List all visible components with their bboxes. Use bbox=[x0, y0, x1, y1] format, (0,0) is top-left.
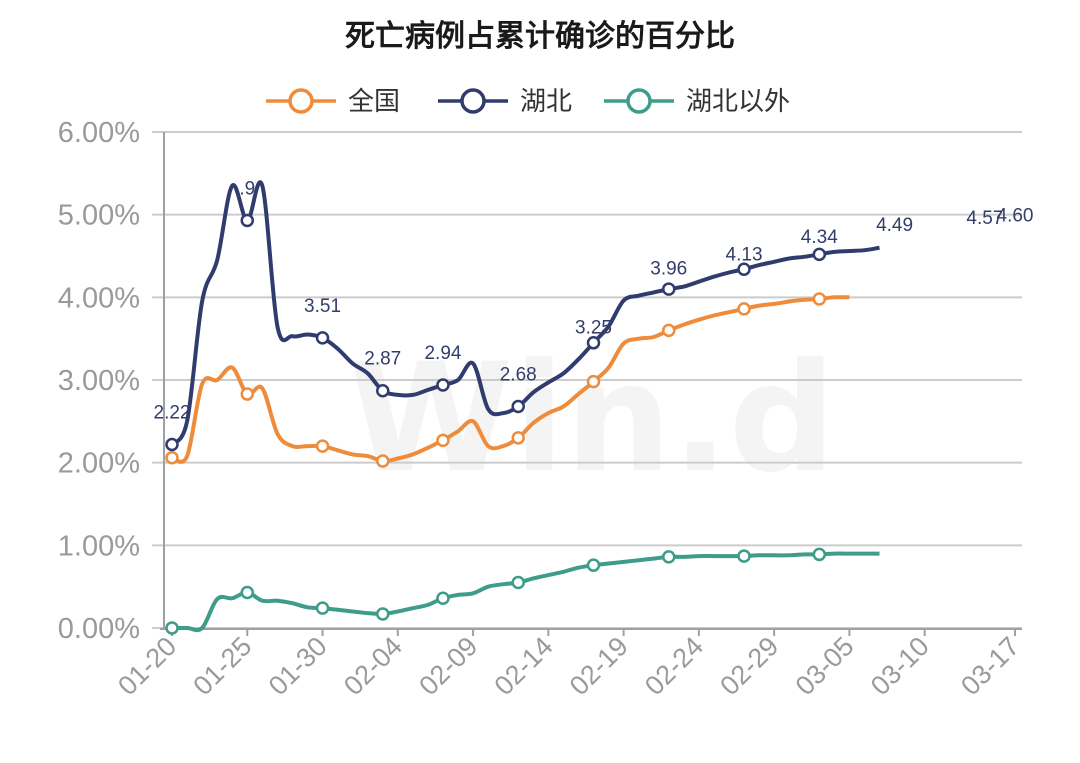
series-0-point[interactable] bbox=[436, 433, 450, 448]
series-0-point[interactable] bbox=[240, 387, 255, 401]
series-1-point[interactable] bbox=[737, 262, 751, 276]
legend-label: 湖北 bbox=[520, 87, 572, 117]
legend-swatch-marker bbox=[288, 88, 314, 114]
x-tick-label: 03-17 bbox=[955, 631, 1025, 701]
data-label: 2.94 bbox=[424, 343, 461, 364]
legend-item-0[interactable]: 全国 bbox=[266, 87, 400, 117]
series-1-point[interactable] bbox=[315, 331, 330, 345]
series-0-point[interactable] bbox=[812, 292, 827, 306]
series-2-point[interactable] bbox=[436, 591, 450, 605]
series-1-point[interactable] bbox=[165, 437, 179, 452]
y-tick-label: 0.00% bbox=[58, 613, 140, 645]
series-1-point[interactable] bbox=[436, 378, 450, 392]
series-0-point[interactable] bbox=[315, 439, 330, 453]
series-2-point[interactable] bbox=[240, 585, 255, 600]
series-2-point[interactable] bbox=[662, 550, 676, 564]
data-label: 3.51 bbox=[304, 296, 341, 317]
data-label: 3.96 bbox=[650, 259, 687, 280]
data-label: 4.60 bbox=[997, 206, 1034, 227]
data-label: 2.87 bbox=[364, 349, 401, 370]
legend[interactable]: 全国 湖北 湖北以外 bbox=[266, 87, 790, 117]
series-2-point[interactable] bbox=[376, 607, 390, 621]
data-label: 4.13 bbox=[726, 245, 763, 266]
x-tick-label: 03-10 bbox=[865, 631, 935, 701]
legend-label: 全国 bbox=[348, 87, 400, 117]
x-tick-label: 02-14 bbox=[489, 631, 559, 701]
x-tick-label: 02-24 bbox=[639, 631, 709, 701]
data-label: 4.49 bbox=[876, 215, 913, 236]
x-tick-label: 03-05 bbox=[790, 631, 860, 701]
series-2-point[interactable] bbox=[511, 575, 525, 590]
data-label: 4.57 bbox=[966, 208, 1003, 229]
x-tick-label: 02-19 bbox=[564, 631, 634, 701]
data-labels: 2.22 .9 3.51 2.87 2.94 2.68 3.25 3.96 4.13 4.34 4.… bbox=[154, 178, 1034, 423]
data-label: 2.22 bbox=[154, 402, 191, 423]
series-1-point[interactable] bbox=[376, 383, 390, 398]
series-2-point[interactable] bbox=[165, 621, 179, 635]
series-2-point[interactable] bbox=[586, 558, 601, 572]
x-tick-label: 02-09 bbox=[413, 631, 483, 701]
chart-title: 死亡病例占累计确诊的百分比 bbox=[345, 19, 735, 54]
x-tick-label: 01-25 bbox=[187, 631, 257, 701]
watermark: Win.d bbox=[348, 332, 836, 506]
series-line-0 bbox=[171, 295, 850, 464]
series-0-point[interactable] bbox=[586, 374, 601, 389]
grid: 0.00% 1.00% 2.00% 3.00% 4.00% 5.00% 6.00% bbox=[58, 117, 1022, 645]
series-0-point[interactable] bbox=[165, 450, 179, 465]
series-1-point[interactable] bbox=[511, 399, 525, 414]
y-tick-label: 3.00% bbox=[58, 365, 140, 397]
series-lines bbox=[165, 180, 880, 635]
y-tick-label: 2.00% bbox=[58, 448, 140, 480]
series-1-point[interactable] bbox=[812, 247, 827, 262]
data-label: 2.68 bbox=[500, 364, 537, 385]
y-tick-label: 6.00% bbox=[58, 117, 140, 149]
series-1-point[interactable] bbox=[586, 336, 601, 350]
series-0-point[interactable] bbox=[662, 323, 676, 338]
legend-label: 湖北以外 bbox=[686, 87, 790, 117]
series-2-point[interactable] bbox=[812, 547, 827, 562]
x-tick-label: 02-29 bbox=[714, 631, 784, 701]
x-tick-label: 01-30 bbox=[263, 631, 333, 701]
legend-swatch-marker bbox=[626, 88, 652, 114]
legend-item-1[interactable]: 湖北 bbox=[438, 87, 572, 117]
series-0-point[interactable] bbox=[737, 302, 751, 316]
data-label: .9 bbox=[239, 178, 255, 199]
series-2-point[interactable] bbox=[315, 601, 330, 615]
series-1-point[interactable] bbox=[240, 213, 255, 228]
data-label: 3.25 bbox=[575, 317, 612, 338]
legend-swatch-marker bbox=[460, 88, 486, 114]
data-label: 4.34 bbox=[801, 227, 838, 248]
series-0-point[interactable] bbox=[376, 454, 390, 468]
y-tick-label: 4.00% bbox=[58, 282, 140, 314]
y-tick-label: 1.00% bbox=[58, 530, 140, 562]
series-1-point[interactable] bbox=[662, 282, 676, 296]
series-0-point[interactable] bbox=[511, 431, 525, 445]
series-line-2 bbox=[172, 551, 880, 633]
series-2-point[interactable] bbox=[737, 549, 751, 563]
x-tick-label: 02-04 bbox=[338, 631, 408, 701]
legend-item-2[interactable]: 湖北以外 bbox=[604, 87, 790, 117]
y-tick-label: 5.00% bbox=[58, 200, 140, 232]
